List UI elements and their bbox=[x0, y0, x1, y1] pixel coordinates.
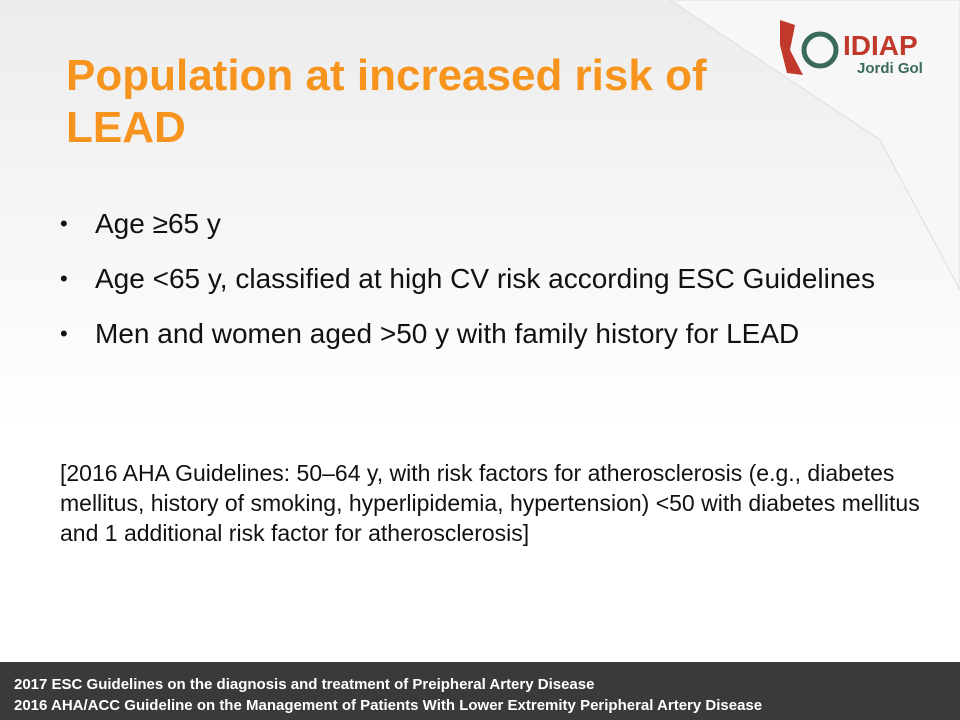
logo: IDIAP Jordi Gol bbox=[775, 15, 935, 90]
bullet-list: Age ≥65 y Age <65 y, classified at high … bbox=[60, 205, 880, 370]
bullet: Age ≥65 y bbox=[60, 205, 880, 242]
footer: 2017 ESC Guidelines on the diagnosis and… bbox=[0, 662, 960, 720]
logo-graphic: IDIAP Jordi Gol bbox=[780, 20, 923, 77]
bullet: Age <65 y, classified at high CV risk ac… bbox=[60, 260, 880, 297]
logo-name: IDIAP bbox=[843, 30, 918, 61]
logo-subname: Jordi Gol bbox=[857, 60, 923, 77]
footer-line: 2016 AHA/ACC Guideline on the Management… bbox=[14, 697, 763, 714]
note: [2016 AHA Guidelines: 50–64 y, with risk… bbox=[60, 460, 920, 546]
footer-line: 2017 ESC Guidelines on the diagnosis and… bbox=[14, 676, 595, 693]
bullet: Men and women aged >50 y with family his… bbox=[60, 315, 880, 352]
title: Population at increased risk of LEAD bbox=[66, 51, 707, 152]
